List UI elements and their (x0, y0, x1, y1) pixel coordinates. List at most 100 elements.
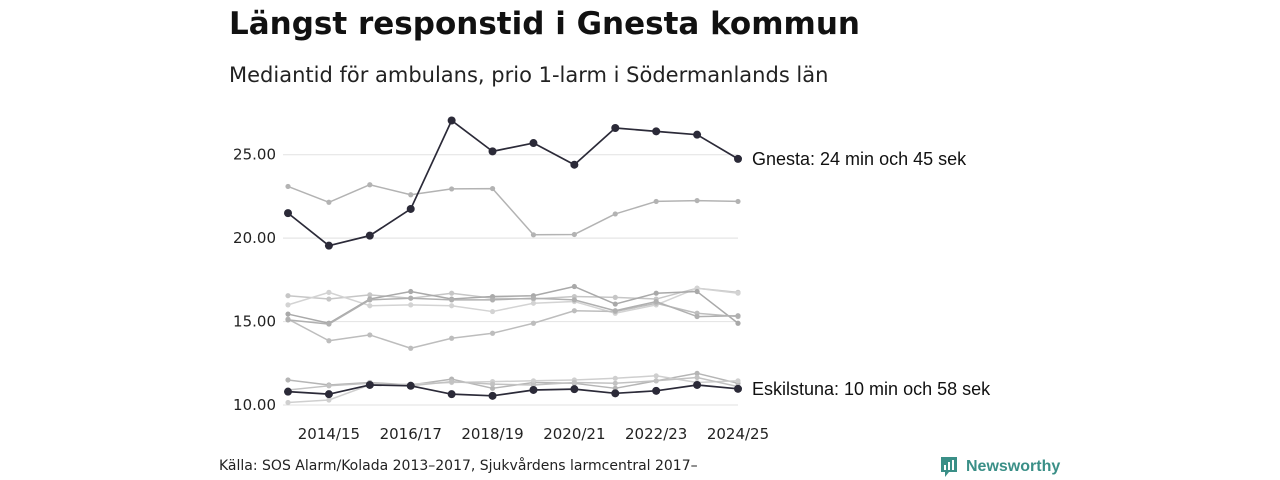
data-point (365, 231, 374, 240)
series-övrig-kommun-c (285, 285, 741, 316)
data-point (652, 386, 661, 395)
series-callouts: Gnesta: 24 min och 45 sek Eskilstuna: 10 … (752, 149, 991, 399)
data-point (285, 399, 291, 406)
series-line (287, 376, 739, 391)
data-point (326, 338, 332, 344)
data-point (612, 301, 618, 307)
series-övrig-kommun-a (285, 182, 741, 238)
data-point (449, 297, 455, 303)
data-point (693, 130, 702, 139)
data-point (611, 389, 620, 398)
data-point (326, 199, 332, 205)
data-point (326, 289, 332, 295)
data-point (449, 303, 455, 309)
data-point (693, 380, 702, 389)
gridlines (283, 154, 738, 406)
series-eskilstuna (284, 380, 742, 400)
data-point (285, 293, 291, 299)
data-point (367, 182, 373, 188)
x-tick-label: 2020/21 (543, 425, 605, 443)
data-point (530, 378, 537, 384)
line-chart: 10.00 15.00 20.00 25.00 2014/15 2016/17 2018/… (233, 116, 991, 443)
data-point (735, 320, 741, 326)
data-point (735, 313, 741, 319)
data-point (406, 204, 415, 213)
series-gnesta (284, 116, 742, 250)
data-point (408, 288, 414, 295)
series-label: Gnesta: 24 min och 45 sek (752, 149, 967, 169)
data-point (735, 378, 741, 384)
data-point (694, 197, 700, 204)
data-point (571, 231, 577, 238)
y-tick-label: 10.00 (233, 396, 276, 414)
data-point (367, 332, 373, 338)
data-point (488, 391, 497, 400)
data-point (324, 241, 333, 250)
data-point (694, 370, 700, 376)
data-point (367, 292, 373, 298)
background-series (285, 182, 741, 406)
data-point (571, 379, 577, 386)
data-point (612, 211, 618, 217)
series-line (287, 297, 739, 325)
data-point (653, 290, 659, 296)
series-line (287, 287, 739, 300)
newsworthy-logo: Newsworthy (939, 456, 1060, 478)
series-övrig-kommun-d (285, 283, 741, 326)
series-line (287, 183, 739, 236)
data-point (734, 154, 742, 163)
data-point (365, 380, 374, 389)
newsworthy-logo-text: Newsworthy (966, 458, 1061, 475)
chart-title: Längst responstid i Gnesta kommun (229, 6, 860, 42)
data-point (367, 297, 373, 303)
data-point (489, 330, 496, 336)
data-point (530, 320, 537, 326)
data-point (611, 124, 620, 133)
data-point (653, 373, 659, 379)
data-point (735, 198, 741, 205)
data-point (489, 385, 496, 391)
data-point (285, 311, 291, 317)
x-tick-label: 2024/25 (707, 425, 769, 443)
data-point (285, 377, 291, 383)
highlighted-series (284, 116, 742, 400)
data-point (529, 139, 538, 148)
data-point (734, 384, 742, 393)
data-point (326, 321, 332, 327)
data-point (489, 185, 496, 192)
data-point (530, 232, 537, 238)
x-tick-label: 2014/15 (298, 425, 360, 443)
data-point (530, 295, 537, 301)
data-point (653, 198, 659, 205)
data-point (285, 317, 291, 323)
data-point (449, 335, 455, 341)
data-point (447, 390, 456, 399)
y-axis: 10.00 15.00 20.00 25.00 (233, 146, 276, 414)
data-point (488, 147, 497, 156)
data-point (612, 308, 618, 314)
data-point (284, 209, 292, 218)
data-point (612, 375, 618, 381)
newsworthy-logo-icon (941, 457, 957, 477)
data-point (571, 297, 577, 303)
data-point (489, 308, 496, 315)
series-line (287, 384, 739, 397)
data-point (447, 116, 456, 125)
data-point (735, 290, 741, 296)
data-point (324, 390, 333, 399)
y-tick-label: 20.00 (233, 229, 276, 247)
data-point (489, 297, 496, 303)
data-point (408, 295, 414, 301)
data-point (694, 288, 700, 295)
series-line (287, 302, 739, 350)
source-note: Källa: SOS Alarm/Kolada 2013–2017, Sjukv… (219, 458, 698, 474)
data-point (449, 379, 455, 385)
data-point (408, 302, 414, 308)
data-point (284, 387, 292, 396)
series-line (287, 375, 739, 404)
x-tick-label: 2016/17 (380, 425, 442, 443)
data-point (571, 283, 577, 290)
data-point (408, 192, 414, 198)
data-point (326, 296, 332, 302)
data-point (449, 186, 455, 192)
